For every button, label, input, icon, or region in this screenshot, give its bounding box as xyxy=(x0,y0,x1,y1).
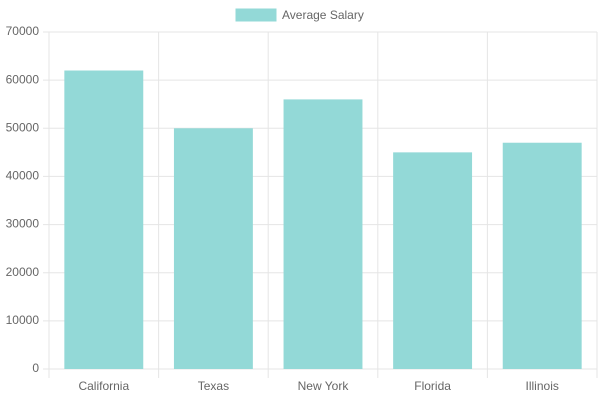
y-tick-label: 50000 xyxy=(6,120,40,134)
y-tick-label: 30000 xyxy=(6,217,40,231)
bar xyxy=(393,152,473,369)
x-tick-label: Florida xyxy=(414,379,451,393)
legend-swatch xyxy=(235,8,277,22)
y-tick-label: 70000 xyxy=(6,24,40,38)
y-tick-label: 40000 xyxy=(6,169,40,183)
bar xyxy=(173,128,253,369)
y-tick-label: 20000 xyxy=(6,265,40,279)
bar xyxy=(64,70,144,369)
x-tick-label: California xyxy=(78,379,129,393)
legend-label: Average Salary xyxy=(282,8,364,22)
bar xyxy=(502,142,582,369)
x-tick-label: New York xyxy=(298,379,350,393)
y-tick-label: 10000 xyxy=(6,313,40,327)
bar xyxy=(283,99,363,370)
x-tick-label: Texas xyxy=(198,379,229,393)
y-tick-label: 60000 xyxy=(6,72,40,86)
x-tick-label: Illinois xyxy=(526,379,559,393)
y-tick-label: 0 xyxy=(32,361,39,375)
